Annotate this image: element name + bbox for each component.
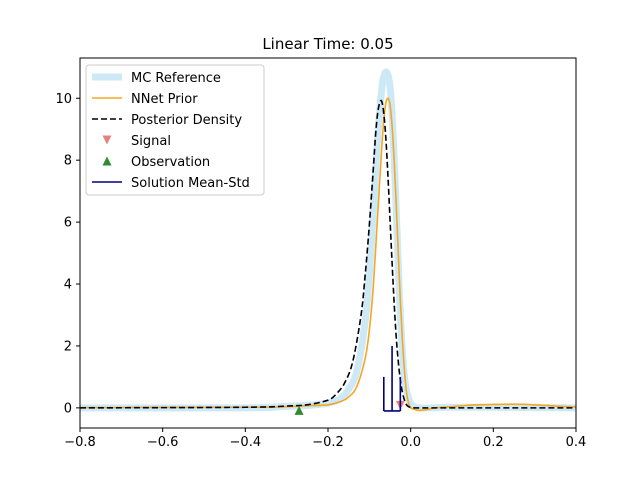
x-tick-label: −0.6 [147,435,179,450]
y-tick-label: 8 [64,154,72,169]
y-tick-label: 6 [64,216,72,231]
series-observation-marker [294,405,304,415]
series-nnet-prior-line [80,97,576,412]
y-tick-label: 2 [64,339,72,354]
legend-label-solution-mean-std: Solution Mean-Std [131,176,250,191]
legend-label-mc-reference: MC Reference [131,71,221,86]
x-tick-label: −0.8 [64,435,96,450]
chart-title: Linear Time: 0.05 [262,35,393,53]
legend-label-observation: Observation [131,155,210,170]
y-tick-label: 10 [55,92,72,107]
legend-label-nnet-prior: NNet Prior [131,92,198,107]
series-posterior-density-line [80,99,576,409]
axes-layer: −0.8 −0.6 −0.4 −0.2 0.0 0.2 0.4 0 2 4 6 8 10 [55,92,586,450]
series-layer [80,68,576,415]
x-tick-label: 0.4 [566,435,587,450]
x-tick-label: −0.4 [230,435,262,450]
y-tick-label: 4 [64,278,72,293]
y-tick-label: 0 [64,401,72,416]
legend-label-signal: Signal [131,134,171,149]
legend-label-posterior-density: Posterior Density [131,113,242,128]
legend-handle-signal [102,135,112,145]
x-tick-label: 0.0 [400,435,421,450]
x-tick-label: 0.2 [483,435,504,450]
legend-box [85,64,265,196]
x-tick-label: −0.2 [312,435,344,450]
legend-handle-observation [102,156,112,166]
legend: MC Reference NNet Prior Posterior Density S… [85,64,265,196]
series-mc-reference-line [80,68,576,412]
